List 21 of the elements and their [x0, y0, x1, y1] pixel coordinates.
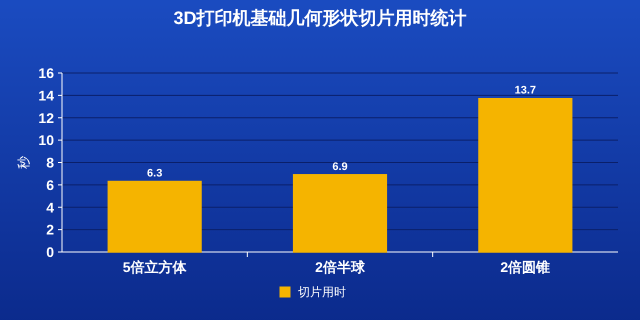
chart-title: 3D打印机基础几何形状切片用时统计: [173, 8, 467, 28]
data-label: 6.9: [332, 160, 348, 173]
y-tick-label: 0: [46, 244, 54, 260]
legend-label: 切片用时: [298, 285, 346, 299]
x-tick-label: 2倍圆锥: [500, 259, 550, 275]
data-label: 6.3: [147, 168, 162, 180]
y-tick-label: 8: [46, 154, 54, 170]
bar: [478, 98, 572, 253]
y-tick-label: 2: [46, 222, 54, 238]
x-tick-label: 5倍立方体: [122, 259, 188, 275]
bar: [108, 180, 202, 253]
data-label: 13.7: [514, 84, 536, 97]
y-tick-label: 10: [38, 132, 54, 148]
y-tick-label: 12: [38, 110, 54, 126]
y-tick-label: 4: [46, 199, 54, 216]
bar: [292, 174, 388, 253]
y-tick-label: 6: [46, 176, 54, 193]
x-tick-label: 2倍半球: [315, 259, 366, 275]
y-axis-title: 秒: [16, 156, 31, 169]
y-tick-label: 14: [38, 87, 54, 104]
y-tick-label: 16: [38, 65, 54, 81]
